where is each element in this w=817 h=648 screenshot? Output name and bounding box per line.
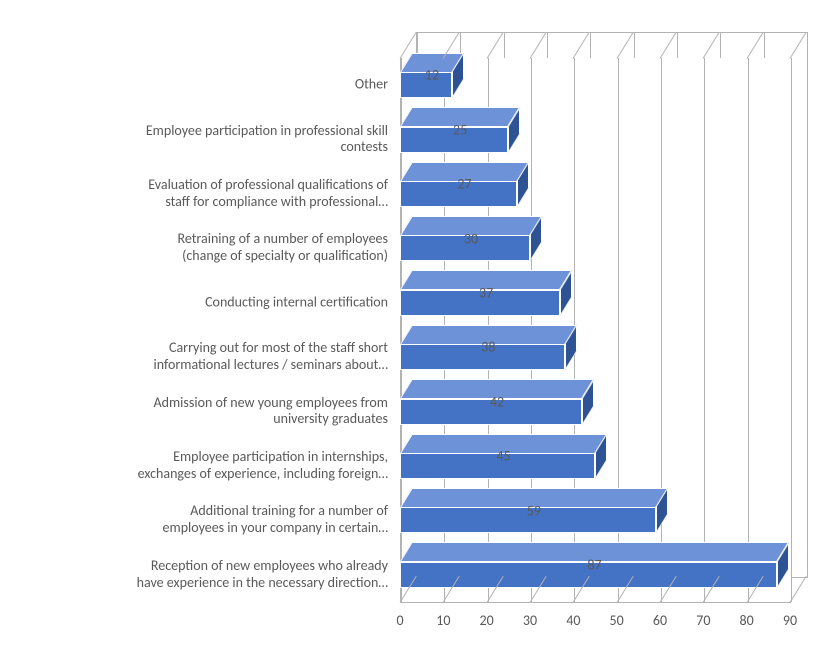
- bar-face-top: [400, 107, 520, 127]
- y-category-label: Carrying out for most of the staff short…: [18, 340, 388, 374]
- bar: 12: [400, 72, 452, 98]
- x-tick-label: 80: [740, 612, 754, 629]
- x-tick-label: 90: [783, 612, 797, 629]
- bar-face-front: [400, 507, 656, 533]
- y-category-label: Admission of new young employees from un…: [18, 395, 388, 429]
- bar: 38: [400, 344, 565, 370]
- chart-canvas: 12 25 27 30 37 38 42 45 59 87 Other Employee parti…: [0, 0, 817, 648]
- y-category-label: Evaluation of professional qualification…: [18, 177, 388, 211]
- bar-face-front: [400, 562, 777, 588]
- bar-face-top: [400, 270, 572, 290]
- bar: 42: [400, 399, 582, 425]
- bar-face-top: [400, 488, 668, 508]
- bar-face-top: [400, 542, 789, 562]
- chart-bars: 12 25 27 30 37 38 42 45 59 87: [400, 58, 790, 602]
- y-category-label: Employee participation in internships, e…: [18, 449, 388, 483]
- bar: 37: [400, 290, 560, 316]
- bar-face-top: [400, 162, 529, 182]
- x-tick-label: 10: [436, 612, 450, 629]
- y-category-label: Conducting internal certification: [18, 294, 388, 311]
- bar: 25: [400, 127, 508, 153]
- bar: 27: [400, 181, 517, 207]
- bar: 87: [400, 562, 777, 588]
- bar-face-front: [400, 344, 565, 370]
- bar-face-front: [400, 399, 582, 425]
- y-category-label: Retraining of a number of employees (cha…: [18, 232, 388, 266]
- x-tick-label: 70: [696, 612, 710, 629]
- bar-face-front: [400, 290, 560, 316]
- bar-face-front: [400, 453, 595, 479]
- bar: 30: [400, 235, 530, 261]
- bar-face-front: [400, 127, 508, 153]
- y-category-label: Employee participation in professional s…: [18, 123, 388, 157]
- x-tick-label: 0: [396, 612, 403, 629]
- y-category-label: Other: [18, 77, 388, 94]
- x-tick-label: 40: [566, 612, 580, 629]
- gridline: [790, 576, 807, 603]
- bar-face-top: [400, 216, 542, 236]
- gridline: [807, 33, 808, 577]
- bar-face-top: [400, 325, 577, 345]
- gridline: [791, 58, 792, 602]
- bar: 59: [400, 507, 656, 533]
- x-tick-label: 60: [653, 612, 667, 629]
- bar-face-top: [400, 434, 607, 454]
- x-tick-label: 20: [480, 612, 494, 629]
- bar-face-front: [400, 181, 517, 207]
- y-category-label: Additional training for a number of empl…: [18, 504, 388, 538]
- y-category-label: Reception of new employees who already h…: [18, 558, 388, 592]
- bar-face-front: [400, 235, 530, 261]
- x-tick-label: 30: [523, 612, 537, 629]
- x-tick-label: 50: [610, 612, 624, 629]
- bar-face-front: [400, 72, 452, 98]
- bar-face-top: [400, 379, 594, 399]
- chart-y-labels: Other Employee participation in professio…: [0, 58, 388, 602]
- bar: 45: [400, 453, 595, 479]
